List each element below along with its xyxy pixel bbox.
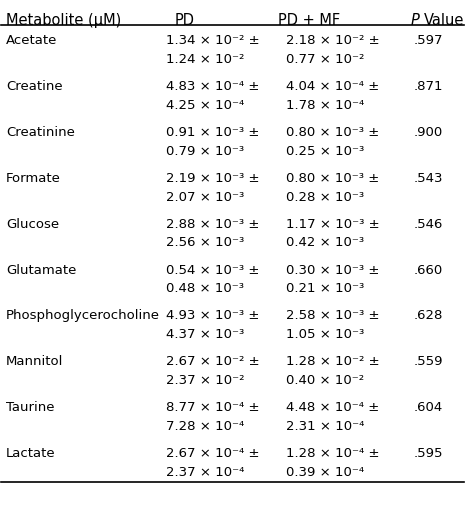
Text: 2.58 × 10⁻³ ±: 2.58 × 10⁻³ ± [286,310,380,322]
Text: Acetate: Acetate [6,34,57,47]
Text: 2.18 × 10⁻² ±: 2.18 × 10⁻² ± [286,34,380,47]
Text: PD + MF: PD + MF [278,13,340,28]
Text: PD: PD [174,13,194,28]
Text: 1.34 × 10⁻² ±: 1.34 × 10⁻² ± [166,34,259,47]
Text: 0.42 × 10⁻³: 0.42 × 10⁻³ [286,236,364,249]
Text: 0.80 × 10⁻³ ±: 0.80 × 10⁻³ ± [286,126,379,139]
Text: .543: .543 [413,172,443,185]
Text: Glutamate: Glutamate [6,264,76,277]
Text: 0.39 × 10⁻⁴: 0.39 × 10⁻⁴ [286,466,364,479]
Text: 0.30 × 10⁻³ ±: 0.30 × 10⁻³ ± [286,264,379,277]
Text: 0.79 × 10⁻³: 0.79 × 10⁻³ [166,145,244,158]
Text: 8.77 × 10⁻⁴ ±: 8.77 × 10⁻⁴ ± [166,401,259,414]
Text: Glucose: Glucose [6,217,59,231]
Text: .604: .604 [413,401,443,414]
Text: Mannitol: Mannitol [6,355,64,368]
Text: 0.25 × 10⁻³: 0.25 × 10⁻³ [286,145,364,158]
Text: 1.05 × 10⁻³: 1.05 × 10⁻³ [286,328,364,341]
Text: 2.37 × 10⁻⁴: 2.37 × 10⁻⁴ [166,466,244,479]
Text: 0.80 × 10⁻³ ±: 0.80 × 10⁻³ ± [286,172,379,185]
Text: 0.91 × 10⁻³ ±: 0.91 × 10⁻³ ± [166,126,259,139]
Text: Phosphoglycerocholine: Phosphoglycerocholine [6,310,160,322]
Text: 0.21 × 10⁻³: 0.21 × 10⁻³ [286,282,364,296]
Text: 0.48 × 10⁻³: 0.48 × 10⁻³ [166,282,244,296]
Text: 4.48 × 10⁻⁴ ±: 4.48 × 10⁻⁴ ± [286,401,379,414]
Text: 0.77 × 10⁻²: 0.77 × 10⁻² [286,53,365,66]
Text: Creatinine: Creatinine [6,126,75,139]
Text: 0.28 × 10⁻³: 0.28 × 10⁻³ [286,191,364,204]
Text: P: P [411,13,420,28]
Text: 4.37 × 10⁻³: 4.37 × 10⁻³ [166,328,244,341]
Text: Taurine: Taurine [6,401,55,414]
Text: 1.78 × 10⁻⁴: 1.78 × 10⁻⁴ [286,99,364,112]
Text: Creatine: Creatine [6,80,63,93]
Text: 1.28 × 10⁻⁴ ±: 1.28 × 10⁻⁴ ± [286,447,380,460]
Text: 1.17 × 10⁻³ ±: 1.17 × 10⁻³ ± [286,217,380,231]
Text: Metabolite (μM): Metabolite (μM) [6,13,121,28]
Text: .628: .628 [413,310,443,322]
Text: Value: Value [424,13,465,28]
Text: .559: .559 [413,355,443,368]
Text: 1.24 × 10⁻²: 1.24 × 10⁻² [166,53,244,66]
Text: 2.88 × 10⁻³ ±: 2.88 × 10⁻³ ± [166,217,259,231]
Text: 2.56 × 10⁻³: 2.56 × 10⁻³ [166,236,244,249]
Text: 2.67 × 10⁻⁴ ±: 2.67 × 10⁻⁴ ± [166,447,259,460]
Text: 4.93 × 10⁻³ ±: 4.93 × 10⁻³ ± [166,310,259,322]
Text: 4.04 × 10⁻⁴ ±: 4.04 × 10⁻⁴ ± [286,80,379,93]
Text: 2.07 × 10⁻³: 2.07 × 10⁻³ [166,191,244,204]
Text: 2.67 × 10⁻² ±: 2.67 × 10⁻² ± [166,355,259,368]
Text: .597: .597 [413,34,443,47]
Text: .546: .546 [413,217,443,231]
Text: .660: .660 [413,264,443,277]
Text: 2.31 × 10⁻⁴: 2.31 × 10⁻⁴ [286,420,365,433]
Text: 7.28 × 10⁻⁴: 7.28 × 10⁻⁴ [166,420,244,433]
Text: .595: .595 [413,447,443,460]
Text: .900: .900 [413,126,443,139]
Text: Lactate: Lactate [6,447,55,460]
Text: 2.37 × 10⁻²: 2.37 × 10⁻² [166,374,244,387]
Text: 0.40 × 10⁻²: 0.40 × 10⁻² [286,374,364,387]
Text: 1.28 × 10⁻² ±: 1.28 × 10⁻² ± [286,355,380,368]
Text: .871: .871 [413,80,443,93]
Text: 4.83 × 10⁻⁴ ±: 4.83 × 10⁻⁴ ± [166,80,259,93]
Text: 0.54 × 10⁻³ ±: 0.54 × 10⁻³ ± [166,264,259,277]
Text: 4.25 × 10⁻⁴: 4.25 × 10⁻⁴ [166,99,244,112]
Text: 2.19 × 10⁻³ ±: 2.19 × 10⁻³ ± [166,172,259,185]
Text: Formate: Formate [6,172,61,185]
